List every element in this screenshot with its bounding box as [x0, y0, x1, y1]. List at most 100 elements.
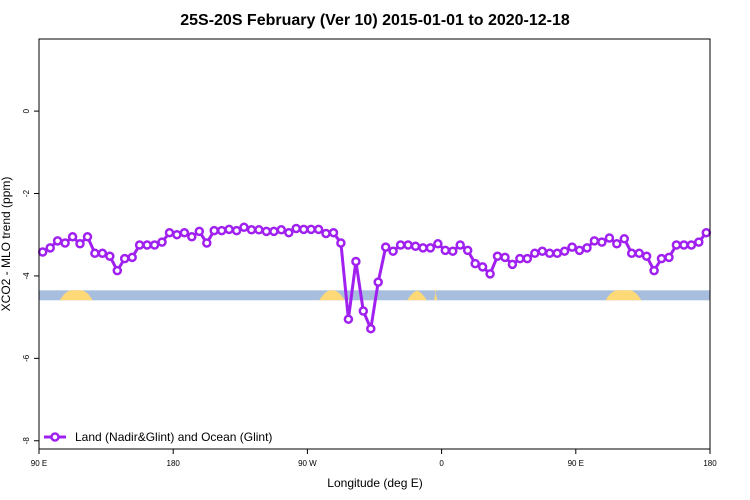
data-point — [694, 237, 704, 247]
x-tick-label: 90 E — [568, 459, 584, 468]
data-point — [216, 225, 227, 236]
data-point — [515, 253, 525, 264]
legend-marker — [50, 432, 60, 442]
data-point — [448, 246, 458, 256]
data-point — [284, 227, 294, 238]
y-tick-label: -8 — [22, 437, 31, 445]
series-layer — [37, 222, 712, 334]
data-point — [321, 228, 331, 239]
data-point — [455, 240, 465, 250]
data-point — [291, 223, 301, 234]
data-point — [589, 236, 600, 246]
data-point — [276, 225, 287, 235]
data-point — [671, 240, 682, 250]
data-point — [209, 225, 219, 236]
land-span — [407, 290, 427, 301]
data-point — [626, 248, 637, 259]
y-axis-label: XCO2 - MLO trend (ppm) — [0, 177, 13, 312]
data-point — [470, 258, 480, 269]
data-point — [313, 224, 324, 235]
data-point — [134, 240, 145, 250]
ocean-strip — [39, 290, 710, 301]
data-point — [82, 232, 93, 242]
plot-frame — [38, 38, 711, 450]
data-point — [440, 245, 451, 256]
y-tick-label: -2 — [22, 189, 31, 197]
data-point — [656, 253, 667, 264]
legend: Land (Nadir&Glint) and Ocean (Glint) — [44, 430, 272, 444]
data-point — [67, 232, 78, 242]
data-point — [164, 227, 175, 238]
legend-label: Land (Nadir&Glint) and Ocean (Glint) — [75, 430, 272, 444]
data-point — [231, 225, 242, 236]
land-span — [605, 290, 642, 301]
land-span — [434, 290, 438, 301]
data-point — [75, 239, 85, 249]
data-point — [328, 227, 339, 238]
y-axis: 0 -2 -4 -6 -8 — [22, 108, 39, 444]
data-point — [127, 252, 137, 263]
surface-strip — [39, 290, 710, 301]
data-point — [574, 245, 585, 256]
x-tick-label: 0 — [439, 459, 444, 468]
data-point — [604, 233, 615, 243]
data-point — [358, 306, 369, 316]
data-point — [530, 248, 540, 259]
y-tick-label: -6 — [22, 354, 31, 362]
data-point — [418, 243, 428, 253]
data-point — [373, 277, 383, 287]
data-point — [679, 240, 689, 250]
data-point — [485, 269, 495, 279]
data-point — [612, 239, 622, 249]
data-point — [380, 242, 391, 252]
data-point — [149, 240, 160, 250]
data-point — [239, 222, 249, 233]
data-point — [597, 237, 607, 247]
data-point — [395, 240, 406, 250]
y-tick-label: 0 — [22, 108, 31, 113]
x-axis: 90 E 180 90 W 0 90 E 180 — [31, 449, 717, 468]
data-point — [224, 224, 234, 235]
x-axis-label: Longitude (deg E) — [327, 476, 422, 490]
data-point — [97, 248, 108, 259]
data-point — [641, 251, 652, 261]
data-point — [37, 247, 48, 257]
x-tick-label: 90 E — [31, 459, 47, 468]
data-point — [634, 248, 644, 259]
data-point — [500, 252, 510, 263]
data-point — [366, 323, 376, 334]
data-point — [119, 253, 130, 264]
data-point — [559, 246, 570, 256]
data-point — [112, 265, 123, 276]
data-point — [343, 314, 354, 324]
data-point — [105, 251, 115, 261]
x-tick-label: 180 — [167, 459, 181, 468]
data-point — [686, 240, 697, 250]
data-point — [582, 243, 592, 253]
data-point — [537, 246, 548, 256]
chart-title: 25S-20S February (Ver 10) 2015-01-01 to … — [180, 12, 570, 29]
data-point — [410, 241, 421, 252]
data-point — [649, 265, 659, 276]
data-point — [202, 238, 212, 248]
data-point — [388, 246, 398, 256]
data-point — [261, 226, 272, 237]
data-point — [45, 243, 55, 253]
data-point — [619, 234, 630, 244]
data-point — [336, 238, 346, 248]
data-point — [507, 259, 518, 270]
data-point — [701, 227, 712, 238]
data-point — [306, 224, 316, 235]
data-point — [157, 237, 167, 247]
data-point — [269, 226, 279, 237]
data-point — [403, 240, 413, 250]
data-point — [52, 236, 63, 246]
y-tick-label: -4 — [22, 272, 31, 280]
data-point — [254, 225, 264, 235]
data-point — [477, 262, 488, 272]
data-point — [425, 243, 436, 253]
data-point — [142, 240, 152, 250]
x-tick-label: 90 W — [298, 459, 317, 468]
land-span — [319, 290, 345, 301]
